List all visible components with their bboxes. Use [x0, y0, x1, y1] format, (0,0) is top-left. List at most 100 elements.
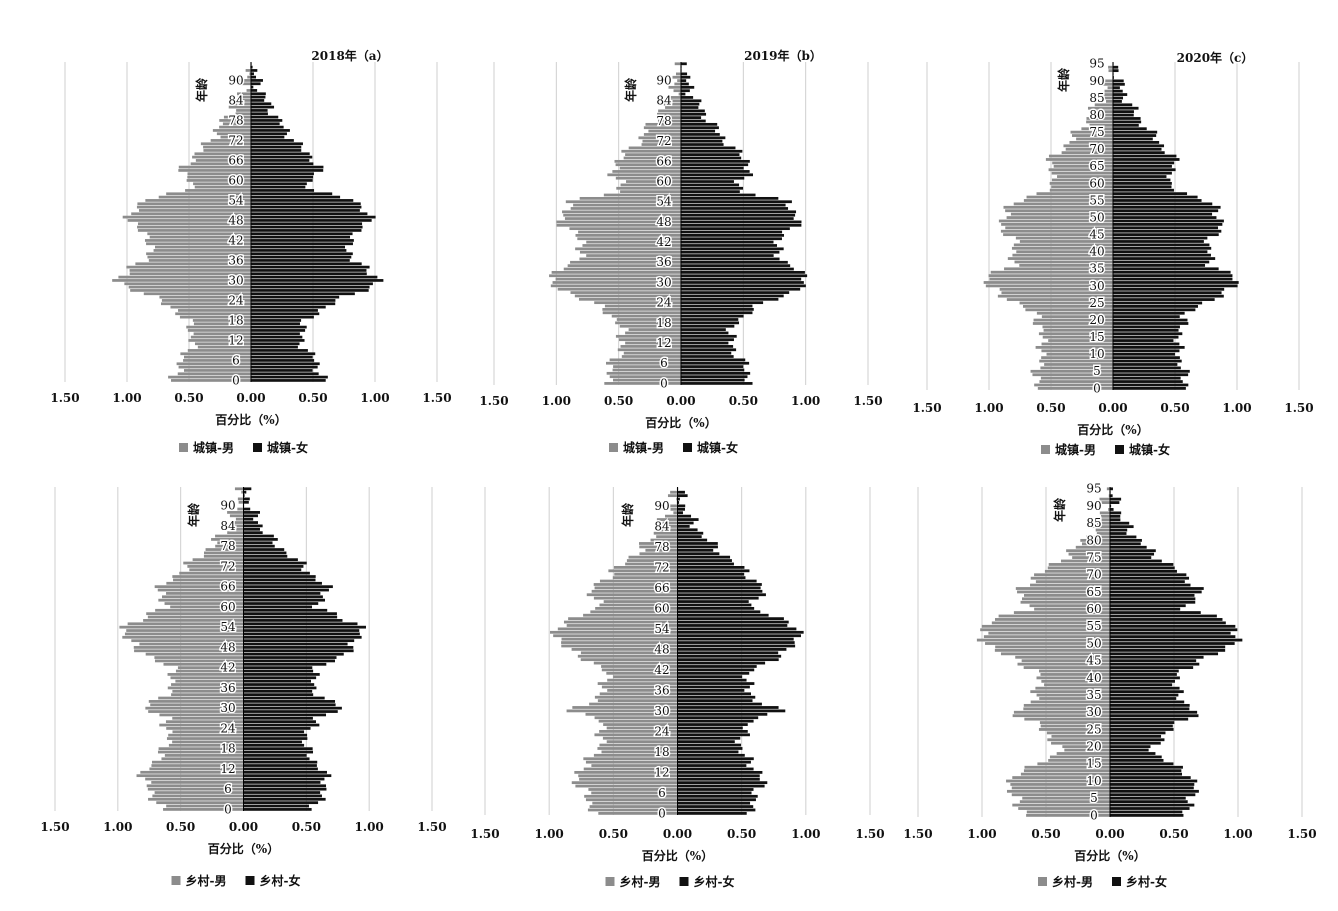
y-tick-label: 42: [654, 663, 669, 677]
bar-male-age-62: [603, 600, 678, 603]
bar-male-age-46: [137, 225, 251, 229]
bar-female-age-24: [681, 301, 764, 305]
bar-female-age-28: [243, 713, 327, 717]
bar-female-age-92: [677, 497, 680, 501]
y-tick-label: 75: [1089, 125, 1104, 139]
bar-female-age-13: [681, 338, 734, 342]
bar-male-age-35: [172, 689, 244, 693]
bar-male-age-77: [1066, 549, 1110, 553]
bar-male-age-83: [1094, 103, 1113, 107]
bar-male-age-75: [648, 129, 681, 133]
x-tick-label: 1.00: [355, 820, 384, 834]
bar-female-age-17: [243, 750, 314, 754]
bar-male-age-25: [578, 297, 681, 301]
bar-female-age-84: [677, 524, 690, 528]
bar-female-age-61: [681, 176, 745, 180]
bar-female-age-2: [243, 801, 319, 805]
pyramid-panel-2: 0 6 12 18 24 30 36 42 48 54 60 66 72 78 84 90 年龄 2019年（b）…: [479, 47, 882, 456]
legend: 乡村-男 乡村-女: [605, 874, 734, 889]
bar-male-age-19: [616, 318, 681, 321]
bar-female-age-2: [677, 805, 754, 808]
bar-female-age-9: [1110, 783, 1195, 786]
bar-female-age-26: [1110, 724, 1173, 728]
bar-female-age-19: [1110, 748, 1149, 752]
y-tick-label: 35: [1086, 688, 1101, 702]
legend-swatch-female: [245, 876, 255, 885]
bar-female-age-16: [677, 757, 754, 761]
bar-male-age-85: [1104, 96, 1113, 100]
y-tick-label: 70: [1089, 142, 1104, 156]
bar-male-age-26: [165, 720, 244, 724]
bar-female-age-83: [681, 102, 700, 106]
bar-female-age-60: [251, 179, 313, 182]
bar-female-age-53: [677, 630, 804, 634]
bar-male-age-27: [598, 719, 678, 723]
bar-male-age-40: [575, 247, 681, 251]
bar-male-age-75: [212, 129, 251, 132]
bar-female-age-22: [677, 736, 741, 740]
bar-male-age-80: [235, 112, 251, 116]
bar-female-age-69: [243, 575, 316, 578]
bar-male-age-19: [597, 747, 678, 750]
bar-male-age-63: [593, 596, 678, 600]
bar-female-age-53: [243, 629, 360, 632]
bar-female-age-78: [1113, 120, 1142, 124]
bar-male-age-85: [231, 521, 244, 524]
bar-male-age-10: [617, 348, 681, 352]
bar-female-age-29: [1110, 714, 1199, 718]
bar-female-age-87: [243, 514, 258, 518]
bar-male-age-29: [585, 712, 678, 716]
bar-female-age-38: [1110, 683, 1173, 687]
bar-male-age-86: [235, 517, 244, 521]
bar-female-age-85: [243, 521, 259, 524]
bar-female-age-55: [1113, 199, 1202, 202]
bar-female-age-82: [1113, 106, 1139, 110]
bar-male-age-89: [1101, 82, 1113, 86]
bar-male-age-32: [148, 700, 244, 703]
bar-male-age-69: [621, 149, 681, 153]
bar-male-age-11: [578, 774, 678, 778]
bar-male-age-34: [563, 267, 681, 271]
bar-female-age-75: [1110, 556, 1152, 559]
bar-female-age-52: [251, 205, 362, 209]
bar-male-age-46: [569, 227, 681, 231]
bar-female-age-56: [1110, 621, 1226, 625]
bar-female-age-91: [243, 500, 249, 504]
bar-male-age-64: [1024, 593, 1110, 597]
bar-female-age-74: [243, 558, 298, 562]
bar-male-age-84: [239, 99, 251, 102]
bar-female-age-79: [251, 115, 279, 119]
bar-female-age-22: [681, 308, 754, 311]
bar-female-age-4: [1113, 373, 1189, 377]
bar-male-age-11: [194, 342, 251, 346]
bar-female-age-31: [243, 703, 336, 707]
bar-female-age-36: [677, 688, 745, 692]
bar-male-age-59: [590, 610, 678, 614]
bar-male-age-3: [1040, 376, 1113, 380]
bar-female-age-9: [243, 777, 325, 781]
bar-male-age-48: [994, 648, 1110, 652]
bar-male-age-68: [599, 579, 678, 583]
bar-female-age-87: [681, 89, 690, 93]
bar-male-age-6: [1040, 366, 1113, 370]
bar-male-age-40: [154, 245, 251, 249]
bar-male-age-78: [1075, 545, 1110, 549]
bar-male-age-65: [615, 163, 681, 167]
bar-female-age-15: [243, 757, 310, 761]
bar-female-age-86: [1113, 93, 1128, 96]
bar-female-age-5: [251, 362, 320, 366]
bar-male-age-45: [154, 656, 244, 659]
bar-male-age-36: [167, 686, 244, 690]
bar-female-age-66: [243, 585, 333, 589]
bar-female-age-54: [251, 199, 354, 202]
bar-female-age-29: [677, 712, 768, 716]
legend-swatch-male: [1038, 877, 1047, 886]
bar-female-age-66: [251, 159, 310, 162]
bar-male-age-47: [137, 222, 251, 226]
chart-title: 2019年（b）: [744, 48, 822, 63]
bar-male-age-7: [1006, 789, 1110, 793]
legend-swatch-female: [683, 443, 692, 452]
bar-female-age-69: [1113, 151, 1165, 155]
bar-female-age-21: [1110, 741, 1161, 745]
bar-female-age-74: [1110, 559, 1162, 563]
